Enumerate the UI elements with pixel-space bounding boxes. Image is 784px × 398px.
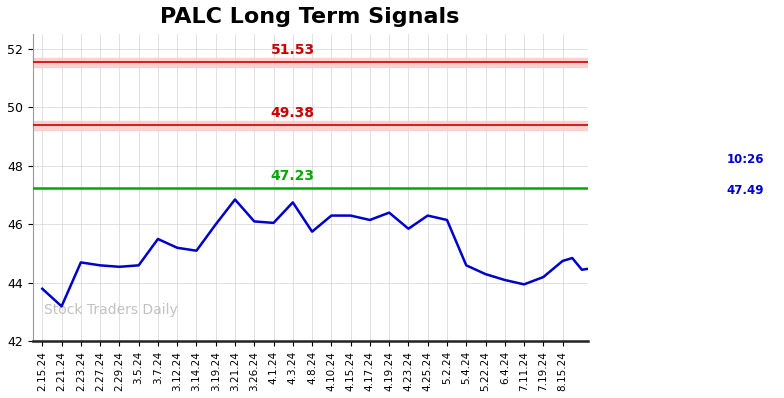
Point [710, 178, 723, 184]
Bar [33, 58, 588, 67]
Text: Stock Traders Daily: Stock Traders Daily [44, 303, 177, 317]
Text: 51.53: 51.53 [270, 43, 315, 57]
Text: 47.49: 47.49 [727, 183, 764, 197]
Title: PALC Long Term Signals: PALC Long Term Signals [161, 7, 460, 27]
Text: 47.23: 47.23 [270, 169, 315, 183]
Text: 49.38: 49.38 [270, 106, 315, 120]
Bar [33, 121, 588, 130]
Text: 10:26: 10:26 [727, 153, 764, 166]
